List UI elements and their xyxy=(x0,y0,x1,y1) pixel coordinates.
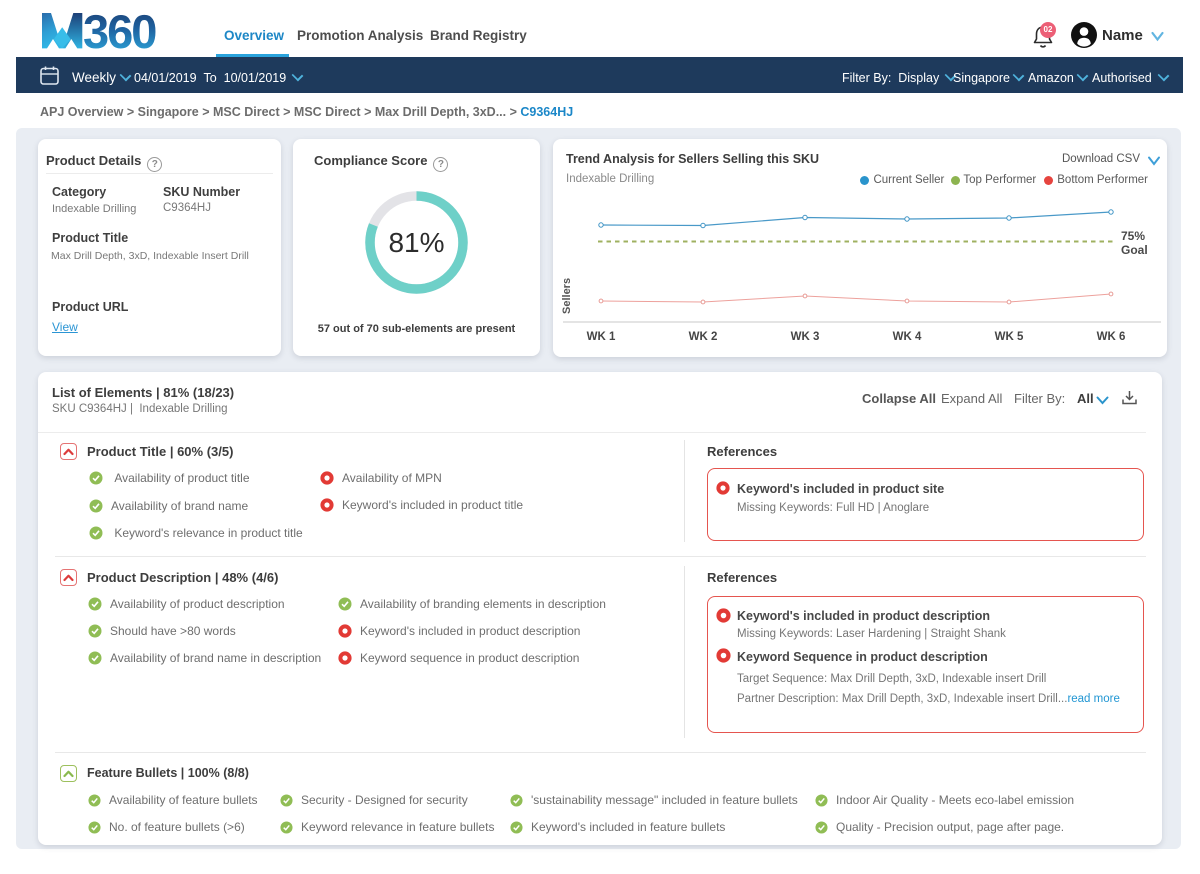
svg-text:Goal: Goal xyxy=(1121,243,1148,257)
svg-text:WK 5: WK 5 xyxy=(995,331,1024,343)
svg-text:360: 360 xyxy=(83,13,156,49)
svg-text:WK 2: WK 2 xyxy=(689,331,718,343)
svg-text:Sellers: Sellers xyxy=(561,278,573,314)
svg-text:WK 3: WK 3 xyxy=(791,331,820,343)
svg-text:WK 6: WK 6 xyxy=(1097,331,1126,343)
svg-text:75%: 75% xyxy=(1121,229,1145,243)
svg-text:WK 1: WK 1 xyxy=(587,331,616,343)
svg-text:81%: 81% xyxy=(388,227,444,258)
svg-text:WK 4: WK 4 xyxy=(893,331,922,343)
